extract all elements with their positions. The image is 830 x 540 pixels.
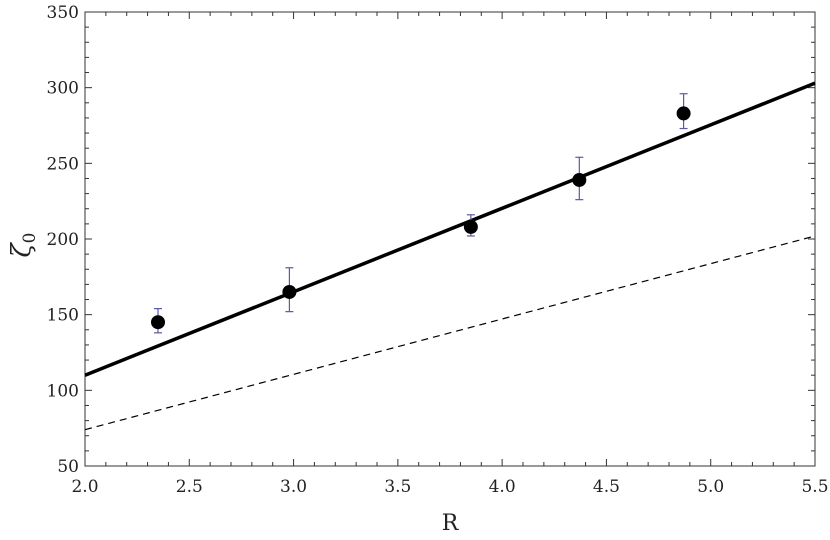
x-tick-label: 2.0 <box>71 477 98 497</box>
y-axis-label-subscript: 0 <box>20 233 40 244</box>
reference-dashed-line <box>84 235 816 431</box>
ticks <box>84 11 816 467</box>
y-tick-label: 200 <box>47 230 79 250</box>
x-tick-label: 3.0 <box>280 477 307 497</box>
x-axis-label: R <box>442 511 460 536</box>
x-tick-label: 4.0 <box>489 477 516 497</box>
y-axis-label-main: ζ <box>7 241 37 257</box>
tick-labels: 2.0 2.5 3.0 3.5 4.0 4.5 5.0 5.5 50 100 150 200 250 30… <box>47 3 829 497</box>
y-tick-label: 150 <box>47 306 79 326</box>
y-axis-label: ζ0 <box>7 233 40 258</box>
y-tick-label: 50 <box>57 457 79 477</box>
data-point <box>151 315 165 330</box>
y-tick-label: 100 <box>47 381 79 401</box>
x-tick-label: 4.5 <box>593 477 620 497</box>
lines <box>84 81 816 431</box>
data-point <box>676 106 691 121</box>
y-tick-label: 300 <box>47 79 79 99</box>
data-points <box>151 106 691 330</box>
y-tick-label: 350 <box>47 3 79 23</box>
plot-frame <box>84 11 816 467</box>
x-tick-label: 5.0 <box>697 477 724 497</box>
error-bars <box>154 93 688 334</box>
x-tick-label: 5.5 <box>801 477 828 497</box>
y-tick-label: 250 <box>47 154 79 174</box>
x-tick-label: 2.5 <box>176 477 203 497</box>
x-tick-label: 3.5 <box>384 477 411 497</box>
data-point <box>463 219 478 234</box>
data-point <box>572 172 587 187</box>
fit-line <box>84 81 816 377</box>
data-point <box>282 284 297 299</box>
